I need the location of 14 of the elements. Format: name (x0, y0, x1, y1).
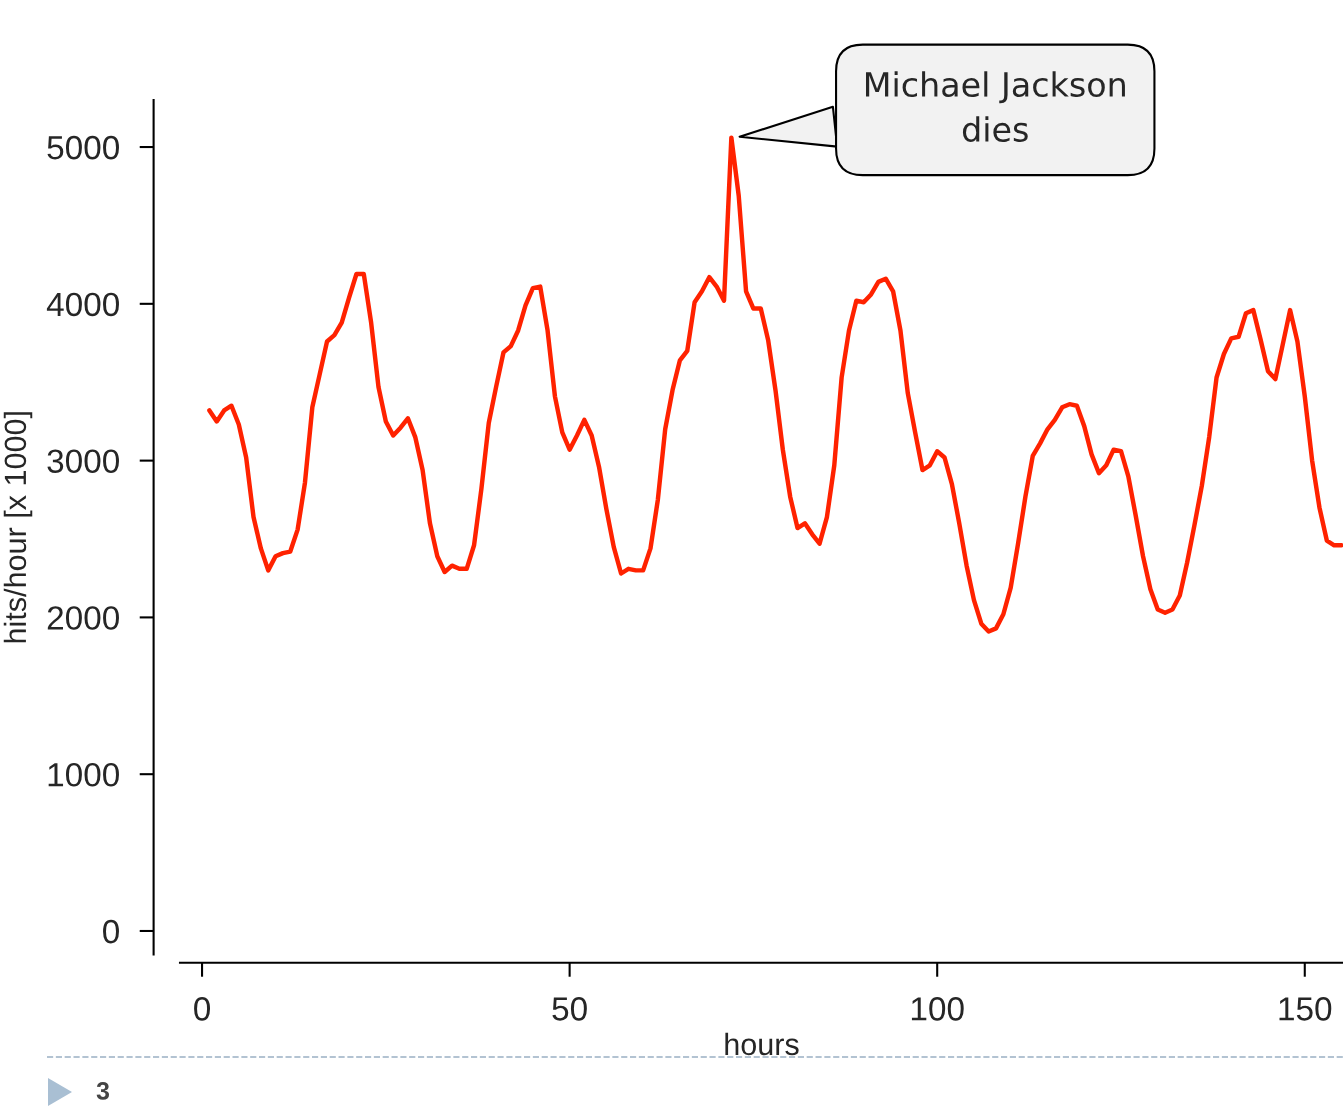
y-tick-label: 5000 (47, 135, 119, 160)
text: 3 (96, 1082, 110, 1100)
y-tick-label: 0 (103, 919, 119, 944)
y-axis-title: hits/hour [x 1000] (3, 412, 33, 643)
x-tick-label: 150 (1279, 997, 1332, 1021)
annotation: Michael Jackson dies (866, 71, 1125, 142)
y-tick-label: 1000 (48, 762, 119, 787)
y-tick-label: 2000 (47, 606, 119, 630)
x-axis-title: hours (725, 1032, 799, 1056)
y-tick-label: 3000 (47, 449, 119, 474)
y-tick-label: 4000 (46, 292, 119, 317)
x-tick-label: 100 (911, 997, 964, 1021)
x-tick-label: 0 (194, 997, 211, 1021)
x-tick-label: 50 (552, 997, 587, 1021)
